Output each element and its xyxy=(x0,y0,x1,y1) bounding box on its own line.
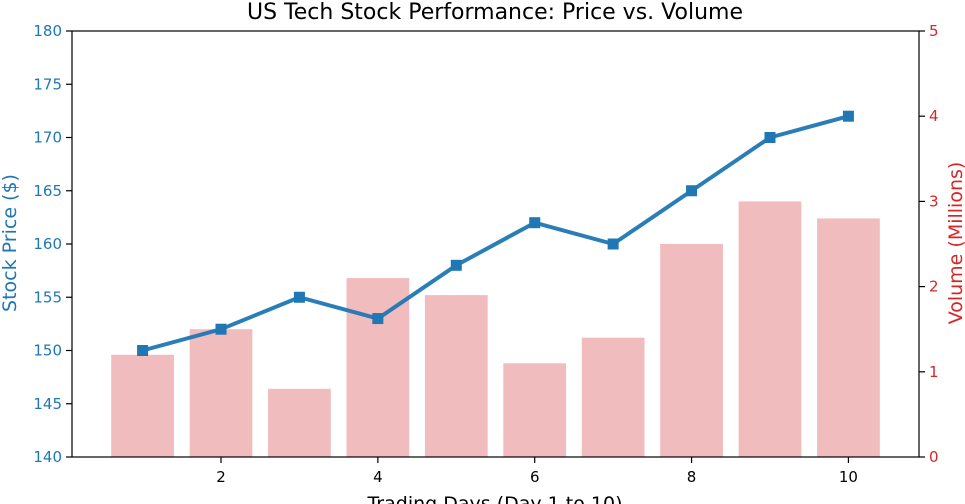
right-tick-label: 1 xyxy=(929,363,939,381)
price-line xyxy=(137,110,854,356)
left-tick-label: 180 xyxy=(33,22,62,40)
price-point xyxy=(842,110,854,122)
volume-bar xyxy=(346,278,410,457)
x-tick-label: 4 xyxy=(373,468,383,486)
right-tick-label: 2 xyxy=(929,278,939,296)
left-tick-label: 150 xyxy=(33,342,62,360)
left-tick-label: 160 xyxy=(33,235,62,253)
left-tick-label: 145 xyxy=(33,395,62,413)
x-tick-label: 10 xyxy=(839,468,858,486)
price-point xyxy=(529,217,541,229)
volume-bars xyxy=(111,201,880,457)
volume-bar xyxy=(424,295,488,457)
price-point xyxy=(686,185,698,197)
price-point xyxy=(764,132,776,143)
left-tick-label: 140 xyxy=(33,448,62,466)
axes: 140 145 150 155 160 165 170 175 180 0 1 2 3 4 5 2 4 6 8 10 xyxy=(33,22,938,486)
volume-bar xyxy=(738,201,802,457)
price-point xyxy=(372,313,384,325)
price-point xyxy=(137,345,149,356)
right-tick-label: 4 xyxy=(929,107,939,125)
right-tick-label: 3 xyxy=(929,192,939,210)
left-axis-title: Stock Price ($) xyxy=(0,174,21,312)
chart-title: US Tech Stock Performance: Price vs. Vol… xyxy=(247,0,743,25)
volume-bar xyxy=(581,337,645,457)
volume-bar xyxy=(111,354,174,457)
price-series-line xyxy=(142,114,849,353)
x-tick-label: 2 xyxy=(216,468,226,486)
price-point xyxy=(450,259,462,271)
x-axis-title: Trading Days (Day 1 to 10) xyxy=(366,493,622,504)
right-tick-label: 0 xyxy=(929,448,939,466)
volume-bar xyxy=(817,218,880,457)
price-point xyxy=(215,323,227,335)
left-tick-label: 175 xyxy=(33,75,62,93)
volume-bar xyxy=(660,244,723,457)
x-tick-label: 6 xyxy=(530,468,540,486)
right-axis-title: Volume (Millions) xyxy=(945,162,965,325)
left-tick-label: 165 xyxy=(33,182,62,200)
volume-bar xyxy=(503,363,567,457)
left-tick-label: 155 xyxy=(33,288,62,306)
volume-bar xyxy=(268,388,331,457)
price-point xyxy=(607,238,619,250)
right-tick-label: 5 xyxy=(929,22,939,40)
price-point xyxy=(293,291,305,303)
volume-bar xyxy=(189,329,253,457)
x-tick-label: 8 xyxy=(687,468,697,486)
left-tick-label: 170 xyxy=(33,129,62,147)
